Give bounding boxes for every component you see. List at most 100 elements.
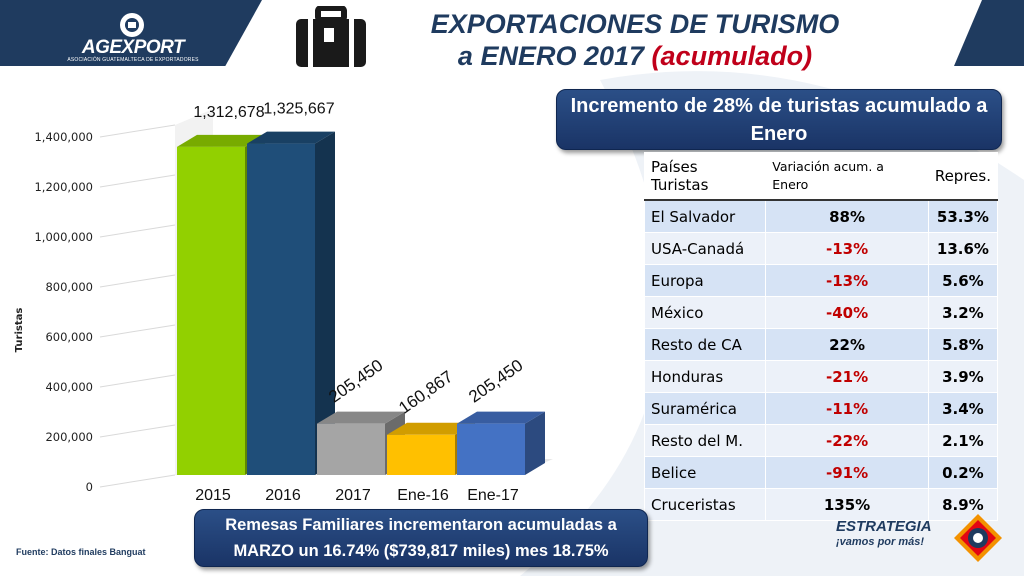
- title-line2-main: a ENERO 2017: [457, 41, 645, 71]
- x-tick-label: 2015: [195, 487, 231, 504]
- variation-cell: -22%: [765, 424, 929, 457]
- table-row: USA-Canadá -13% 13.6%: [643, 232, 999, 265]
- logo-subtitle: ASOCIACIÓN GUATEMALTECA DE EXPORTADORES: [67, 57, 199, 63]
- share-cell: 8.9%: [927, 488, 999, 521]
- table-row: El Salvador 88% 53.3%: [643, 199, 999, 233]
- suitcase-icon: [296, 6, 366, 67]
- variation-cell: -11%: [765, 392, 929, 425]
- header-country: Países Turistas: [643, 152, 767, 201]
- table-row: Belice -91% 0.2%: [643, 456, 999, 489]
- y-tick-label: 200,000: [45, 430, 93, 444]
- table-row: Resto de CA 22% 5.8%: [643, 328, 999, 361]
- source-note: Fuente: Datos finales Banguat: [16, 547, 146, 557]
- country-cell: Belice: [643, 456, 767, 489]
- y-axis-tick-line: [99, 374, 176, 388]
- y-tick-label: 1,200,000: [34, 180, 93, 194]
- y-tick-label: 400,000: [45, 380, 93, 394]
- y-tick-label: 1,400,000: [34, 130, 93, 144]
- table-row: Honduras -21% 3.9%: [643, 360, 999, 393]
- data-label: 205,450: [465, 356, 526, 407]
- bar-ene-16: [387, 434, 455, 475]
- bar-side: [315, 131, 335, 475]
- bar-2017: [317, 423, 385, 475]
- table-row: México -40% 3.2%: [643, 296, 999, 329]
- x-tick-label: 2016: [265, 487, 301, 504]
- y-tick-label: 1,000,000: [34, 230, 93, 244]
- agexport-logo-icon: [120, 13, 144, 37]
- share-cell: 2.1%: [927, 424, 999, 457]
- data-label: 1,312,678: [193, 104, 264, 121]
- y-axis-label: Turistas: [14, 308, 25, 353]
- table-row: Suramérica -11% 3.4%: [643, 392, 999, 425]
- country-cell: USA-Canadá: [643, 232, 767, 265]
- share-cell: 3.4%: [927, 392, 999, 425]
- bar-2016: [247, 143, 315, 475]
- table-row: Europa -13% 5.6%: [643, 264, 999, 297]
- y-axis-tick-line: [99, 224, 176, 238]
- brand-name: ESTRATEGIA: [836, 518, 932, 535]
- country-cell: Suramérica: [643, 392, 767, 425]
- share-cell: 5.6%: [927, 264, 999, 297]
- title-line2: a ENERO 2017 (acumulado): [400, 40, 870, 72]
- brand-tagline: ¡vamos por más!: [836, 536, 925, 548]
- countries-table: Países Turistas Variación acum. a Enero …: [643, 152, 999, 521]
- increment-highlight-box: Incremento de 28% de turistas acumulado …: [556, 89, 1002, 150]
- country-cell: Europa: [643, 264, 767, 297]
- table-row: Cruceristas 135% 8.9%: [643, 488, 999, 521]
- variation-cell: 22%: [765, 328, 929, 361]
- y-axis-tick-line: [99, 124, 176, 138]
- share-cell: 53.3%: [927, 199, 999, 233]
- estrategia-brand: ESTRATEGIA ¡vamos por más!: [836, 510, 1016, 570]
- y-tick-label: 800,000: [45, 280, 93, 294]
- variation-cell: -91%: [765, 456, 929, 489]
- share-cell: 3.2%: [927, 296, 999, 329]
- share-cell: 3.9%: [927, 360, 999, 393]
- country-cell: Resto del M.: [643, 424, 767, 457]
- data-label: 160,867: [395, 367, 456, 418]
- y-tick-label: 0: [86, 480, 93, 494]
- title-line1: EXPORTACIONES DE TURISMO: [430, 9, 840, 39]
- x-tick-label: Ene-16: [397, 487, 449, 504]
- title-line2-accent: (acumulado): [651, 41, 813, 71]
- country-cell: Honduras: [643, 360, 767, 393]
- y-axis-tick-line: [99, 274, 176, 288]
- bar-top: [457, 411, 545, 424]
- y-axis-tick-line: [99, 424, 176, 438]
- agexport-logo: AGEXPORT ASOCIACIÓN GUATEMALTECA DE EXPO…: [58, 12, 208, 63]
- x-tick-label: Ene-17: [467, 487, 519, 504]
- x-tick-label: 2017: [335, 487, 371, 504]
- estrategia-emblem-icon: [954, 514, 1002, 562]
- variation-cell: -13%: [765, 264, 929, 297]
- y-axis-tick-line: [99, 174, 176, 188]
- header-variation: Variación acum. a Enero: [765, 152, 929, 201]
- table-row: Resto del M. -22% 2.1%: [643, 424, 999, 457]
- variation-cell: 135%: [765, 488, 929, 521]
- bar-chart: 0 200,000 400,000 600,000 800,000 1,000,000 1,…: [14, 101, 553, 504]
- page-title: EXPORTACIONES DE TURISMO a ENERO 2017 (a…: [400, 8, 870, 72]
- variation-cell: 88%: [765, 199, 929, 233]
- country-cell: México: [643, 296, 767, 329]
- header-share: Repres.: [927, 152, 999, 201]
- y-axis-tick-line: [99, 324, 176, 338]
- data-label: 1,325,667: [263, 101, 334, 118]
- y-tick-label: 600,000: [45, 330, 93, 344]
- country-cell: El Salvador: [643, 199, 767, 233]
- y-axis-tick-line: [99, 474, 176, 488]
- bar-2015: [177, 146, 245, 475]
- logo-name: AGEXPORT: [81, 37, 185, 58]
- country-cell: Resto de CA: [643, 328, 767, 361]
- variation-cell: -40%: [765, 296, 929, 329]
- variation-cell: -21%: [765, 360, 929, 393]
- share-cell: 5.8%: [927, 328, 999, 361]
- bar-top: [317, 411, 405, 424]
- bar-side: [525, 411, 545, 475]
- bar-ene-17: [457, 423, 525, 475]
- bar-top: [247, 131, 335, 144]
- bar-top: [387, 422, 475, 435]
- remittances-highlight-box: Remesas Familiares incrementaron acumula…: [194, 509, 648, 567]
- share-cell: 0.2%: [927, 456, 999, 489]
- variation-cell: -13%: [765, 232, 929, 265]
- country-cell: Cruceristas: [643, 488, 767, 521]
- bar-top: [177, 134, 265, 147]
- share-cell: 13.6%: [927, 232, 999, 265]
